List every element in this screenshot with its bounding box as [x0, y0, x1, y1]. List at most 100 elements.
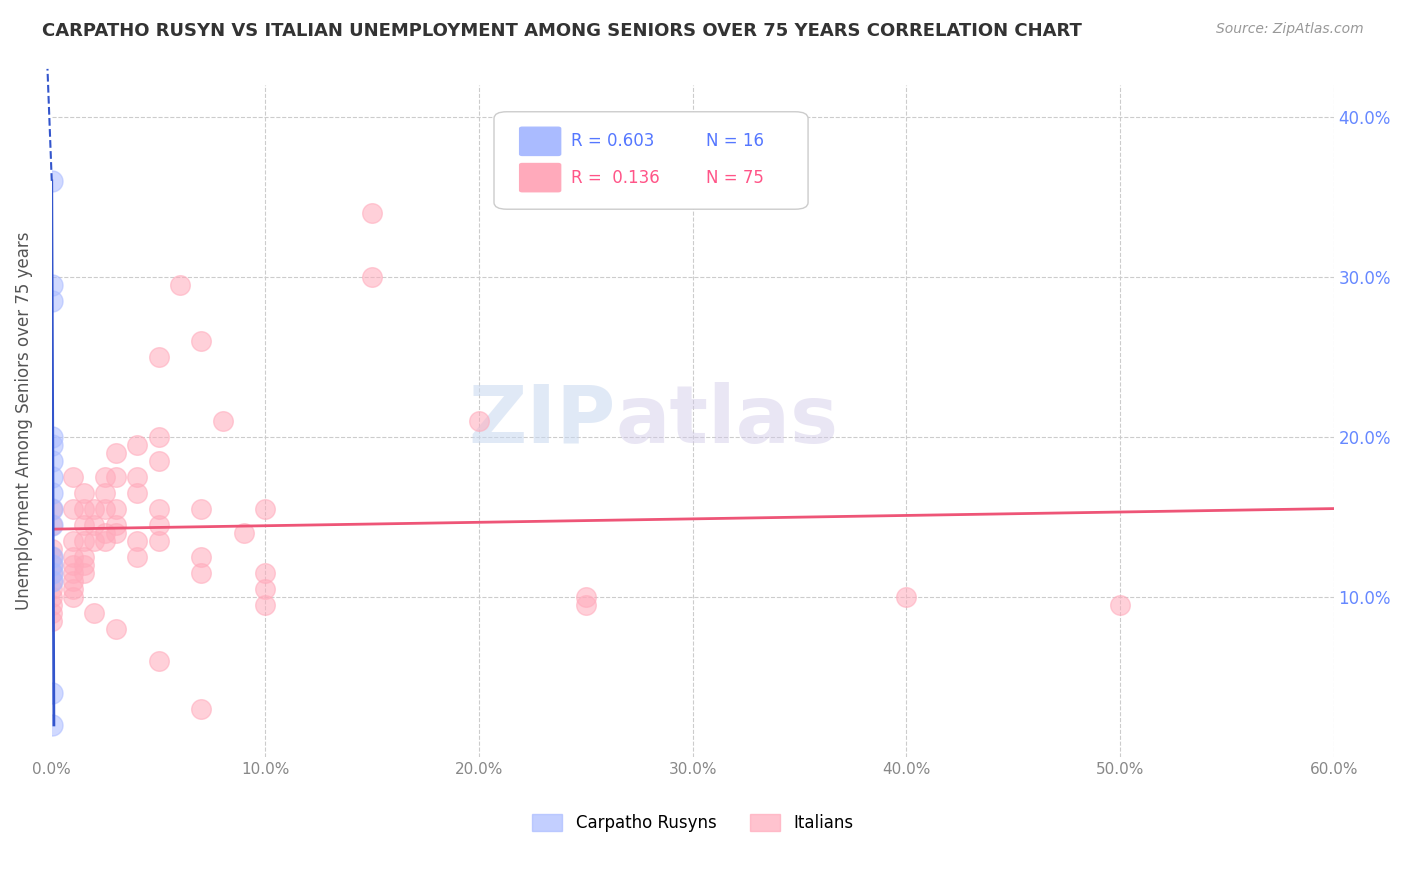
Point: [62, 582, 84, 596]
Point: [94, 486, 117, 500]
Point: [94, 525, 117, 540]
Point: [41, 174, 63, 188]
Point: [41, 502, 63, 516]
Point: [41, 549, 63, 564]
Point: [169, 277, 191, 292]
Point: [148, 654, 170, 668]
Point: [41, 438, 63, 452]
Point: [41, 430, 63, 444]
Point: [73, 533, 96, 548]
Point: [254, 582, 277, 596]
Point: [41, 454, 63, 468]
Point: [104, 622, 127, 636]
Point: [83, 606, 105, 620]
Legend: Carpatho Rusyns, Italians: Carpatho Rusyns, Italians: [524, 805, 862, 840]
Point: [41, 486, 63, 500]
Point: [41, 549, 63, 564]
Point: [190, 702, 212, 716]
Point: [148, 502, 170, 516]
Y-axis label: Unemployment Among Seniors over 75 years: Unemployment Among Seniors over 75 years: [15, 232, 32, 610]
FancyBboxPatch shape: [520, 128, 561, 155]
Point: [104, 446, 127, 460]
Point: [1109, 598, 1132, 612]
Point: [41, 686, 63, 700]
Point: [73, 502, 96, 516]
Point: [104, 502, 127, 516]
Point: [41, 718, 63, 732]
Point: [62, 566, 84, 580]
Point: [468, 414, 491, 428]
Point: [94, 533, 117, 548]
Point: [41, 590, 63, 604]
Point: [62, 590, 84, 604]
Point: [127, 470, 149, 484]
Text: N = 75: N = 75: [706, 169, 763, 186]
Point: [73, 549, 96, 564]
Point: [94, 502, 117, 516]
Point: [83, 502, 105, 516]
Point: [211, 414, 233, 428]
Point: [190, 549, 212, 564]
Point: [254, 598, 277, 612]
Point: [254, 502, 277, 516]
Point: [41, 517, 63, 532]
Point: [83, 533, 105, 548]
Point: [361, 269, 384, 284]
Point: [190, 334, 212, 348]
Point: [62, 533, 84, 548]
Point: [73, 566, 96, 580]
Point: [190, 566, 212, 580]
Point: [62, 574, 84, 588]
Point: [104, 470, 127, 484]
Point: [41, 517, 63, 532]
Point: [73, 558, 96, 572]
Point: [361, 206, 384, 220]
Text: atlas: atlas: [616, 382, 839, 460]
Point: [41, 566, 63, 580]
Point: [41, 614, 63, 628]
Point: [83, 517, 105, 532]
Point: [73, 517, 96, 532]
Point: [41, 470, 63, 484]
Point: [148, 533, 170, 548]
Point: [233, 525, 256, 540]
Point: [62, 549, 84, 564]
Point: [148, 430, 170, 444]
Point: [41, 582, 63, 596]
Point: [41, 574, 63, 588]
Point: [127, 549, 149, 564]
Point: [62, 558, 84, 572]
Point: [41, 541, 63, 556]
Point: [41, 558, 63, 572]
Point: [575, 590, 598, 604]
Point: [41, 277, 63, 292]
Point: [148, 350, 170, 364]
Point: [148, 454, 170, 468]
Point: [62, 502, 84, 516]
Point: [104, 525, 127, 540]
Point: [575, 598, 598, 612]
Point: [41, 293, 63, 308]
FancyBboxPatch shape: [520, 163, 561, 192]
Text: ZIP: ZIP: [468, 382, 616, 460]
Point: [104, 517, 127, 532]
Point: [41, 502, 63, 516]
Point: [62, 470, 84, 484]
Text: CARPATHO RUSYN VS ITALIAN UNEMPLOYMENT AMONG SENIORS OVER 75 YEARS CORRELATION C: CARPATHO RUSYN VS ITALIAN UNEMPLOYMENT A…: [42, 22, 1083, 40]
Text: R =  0.136: R = 0.136: [571, 169, 659, 186]
Point: [41, 598, 63, 612]
Point: [896, 590, 918, 604]
Point: [73, 486, 96, 500]
Point: [127, 486, 149, 500]
Point: [148, 517, 170, 532]
Point: [41, 558, 63, 572]
Point: [41, 566, 63, 580]
Text: R = 0.603: R = 0.603: [571, 132, 654, 151]
Text: N = 16: N = 16: [706, 132, 763, 151]
Point: [94, 470, 117, 484]
Point: [190, 502, 212, 516]
Point: [41, 574, 63, 588]
Point: [254, 566, 277, 580]
Point: [127, 533, 149, 548]
Text: Source: ZipAtlas.com: Source: ZipAtlas.com: [1216, 22, 1364, 37]
